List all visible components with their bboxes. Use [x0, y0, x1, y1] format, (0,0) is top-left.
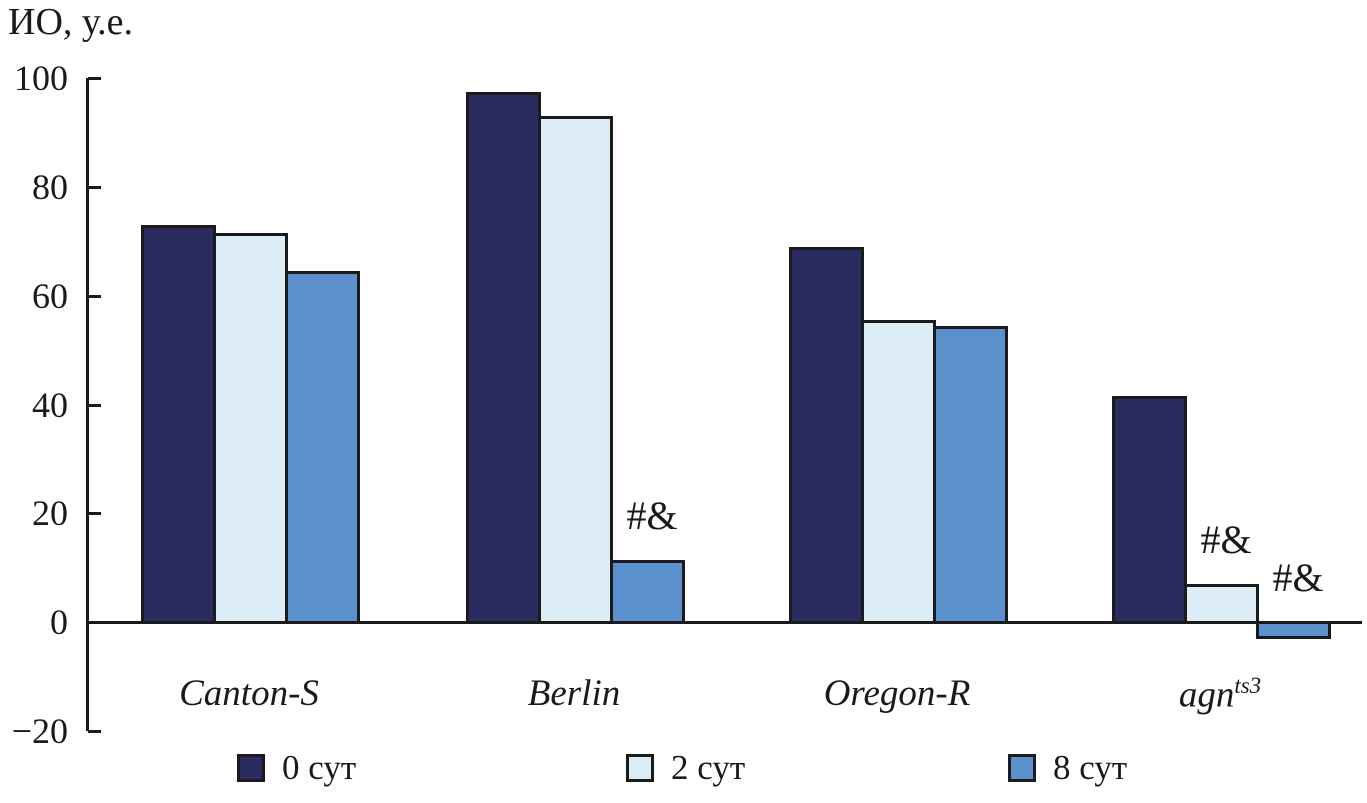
category-label: Canton-S	[179, 673, 319, 714]
y-axis-tick	[88, 185, 101, 189]
bar	[141, 224, 216, 625]
bar	[789, 246, 864, 625]
significance-annotation: #&	[626, 492, 678, 538]
y-axis-tick-label: 40	[32, 384, 68, 425]
y-axis-tick-label: −20	[11, 711, 68, 751]
y-axis-line	[86, 78, 89, 731]
legend-label: 0 сут	[282, 748, 357, 787]
legend-label: 2 сут	[671, 748, 746, 787]
significance-annotation: #&	[1272, 555, 1324, 601]
y-axis-tick	[88, 77, 101, 80]
y-axis-title: ИО, у.е.	[8, 1, 133, 43]
y-axis-tick-label: 80	[32, 166, 68, 207]
bar	[538, 116, 613, 625]
y-axis-tick-label: 0	[50, 602, 68, 643]
bar	[1184, 584, 1259, 625]
significance-annotation: #&	[1200, 517, 1252, 563]
legend-label: 8 сут	[1053, 748, 1128, 787]
bar	[466, 91, 541, 625]
y-axis-tick	[88, 294, 101, 298]
category-label: Oregon-R	[823, 673, 971, 714]
bar	[213, 233, 288, 625]
y-axis-tick-label: 60	[32, 275, 68, 316]
x-axis-line	[86, 621, 1362, 625]
category-label: Berlin	[527, 673, 621, 714]
bar	[933, 325, 1008, 625]
category-label: agnts3	[1178, 673, 1262, 716]
legend-entry: 8 сут	[1008, 750, 1127, 785]
y-axis-tick-label: 100	[14, 58, 68, 98]
legend-swatch	[1008, 753, 1036, 782]
legend-entry: 0 сут	[237, 750, 356, 785]
legend-entry: 2 сут	[626, 750, 745, 785]
legend-swatch	[626, 753, 654, 782]
bar	[861, 320, 936, 625]
bar	[1112, 396, 1187, 625]
legend-swatch	[237, 753, 265, 782]
bar	[285, 271, 360, 625]
y-axis-tick-label: 20	[32, 493, 68, 534]
y-axis-tick	[88, 512, 101, 516]
y-axis-tick	[88, 730, 101, 733]
y-axis-tick	[88, 403, 101, 407]
bar	[610, 559, 685, 625]
